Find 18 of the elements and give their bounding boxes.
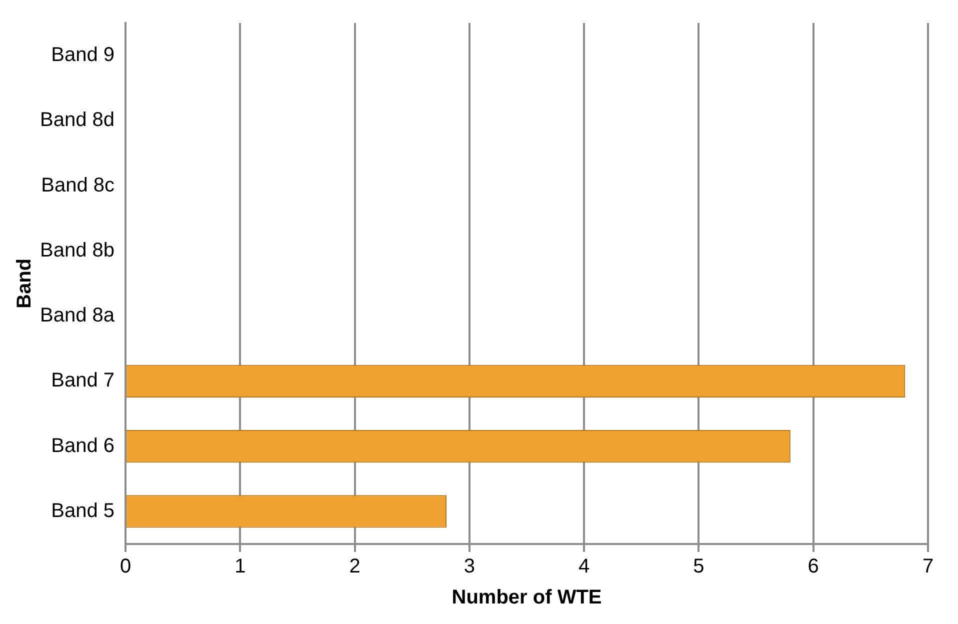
y-tick-label: Band 6 bbox=[51, 434, 115, 457]
y-tick-label: Band 8c bbox=[41, 174, 115, 196]
x-tick-label: 4 bbox=[578, 556, 590, 578]
x-tick-label: 0 bbox=[120, 556, 132, 578]
x-tick-label: 3 bbox=[464, 556, 475, 578]
x-tick-label: 1 bbox=[234, 556, 246, 578]
x-tick-label: 7 bbox=[922, 556, 934, 578]
y-tick-label: Band 8d bbox=[40, 109, 115, 132]
y-axis-title: Band bbox=[14, 258, 36, 308]
x-tick-label: 6 bbox=[808, 556, 819, 578]
y-tick-label: Band 5 bbox=[51, 500, 115, 522]
y-tick-label: Band 8a bbox=[40, 304, 116, 327]
y-tick-label: Band 7 bbox=[51, 370, 115, 392]
y-tick-label: Band 8b bbox=[40, 239, 115, 262]
y-tick-label: Band 9 bbox=[51, 44, 115, 66]
x-tick-label: 5 bbox=[693, 556, 704, 578]
x-axis-title: Number of WTE bbox=[452, 586, 602, 609]
x-tick-label: 2 bbox=[349, 556, 360, 578]
